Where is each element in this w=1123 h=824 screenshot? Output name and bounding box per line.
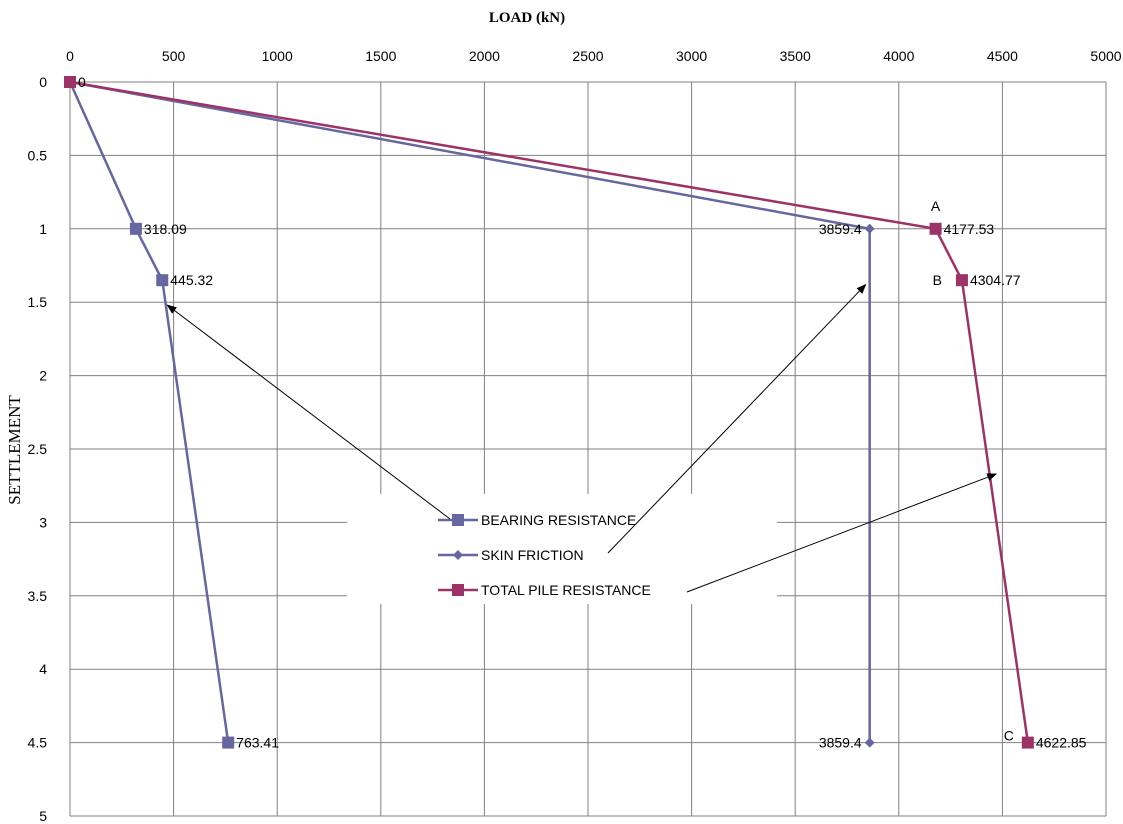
data-label: 4304.77 bbox=[970, 272, 1021, 288]
x-tick-label: 1500 bbox=[365, 48, 396, 64]
series-line bbox=[69, 80, 871, 743]
y-axis-title: SETTLEMENT bbox=[5, 395, 24, 505]
legend-marker-total-pile-resistance bbox=[452, 584, 464, 596]
x-tick-labels: 0 500 1000 1500 2000 2500 3000 3500 4000 4500 5000 bbox=[66, 48, 1122, 64]
data-label: 0 bbox=[78, 74, 86, 90]
data-label: 3859.4 bbox=[819, 735, 862, 751]
annotation-label: B bbox=[933, 272, 942, 288]
data-point bbox=[64, 76, 76, 88]
data-label: 3859.4 bbox=[819, 221, 862, 237]
series-markers bbox=[64, 76, 1034, 749]
legend-box bbox=[347, 494, 777, 604]
legend-pointer-arrows bbox=[166, 283, 998, 593]
legend-label-bearing-resistance: BEARING RESISTANCE bbox=[481, 512, 636, 528]
data-label: 445.32 bbox=[170, 272, 213, 288]
data-point bbox=[129, 222, 142, 235]
y-tick-label: 0 bbox=[39, 74, 47, 90]
annotation-label: C bbox=[1004, 728, 1014, 744]
data-point bbox=[222, 736, 235, 749]
legend: BEARING RESISTANCE SKIN FRICTION TOTAL P… bbox=[438, 512, 651, 598]
data-point bbox=[156, 274, 169, 287]
series-lines bbox=[68, 80, 1030, 743]
x-tick-label: 4000 bbox=[883, 48, 914, 64]
y-tick-label: 3.5 bbox=[28, 588, 48, 604]
x-tick-label: 5000 bbox=[1090, 48, 1121, 64]
y-tick-label: 4 bbox=[39, 661, 47, 677]
x-tick-label: 0 bbox=[66, 48, 74, 64]
data-label: 4177.53 bbox=[944, 221, 995, 237]
data-labels: 0 318.09 445.32 763.41 3859.4 3859.4 4177.53 43… bbox=[78, 74, 1087, 751]
data-point bbox=[864, 737, 875, 748]
y-tick-labels: 0 0.5 1 1.5 2 2.5 3 3.5 4 4.5 5 bbox=[28, 74, 48, 824]
data-point bbox=[929, 222, 942, 235]
pointer-arrow bbox=[607, 283, 867, 554]
x-tick-label: 4500 bbox=[987, 48, 1018, 64]
annotation-label: A bbox=[931, 198, 941, 214]
y-tick-label: 3 bbox=[39, 514, 47, 530]
series-line bbox=[68, 81, 230, 743]
legend-marker-bearing-resistance bbox=[452, 514, 464, 526]
y-tick-label: 2 bbox=[39, 368, 47, 384]
data-label: 763.41 bbox=[236, 735, 279, 751]
x-tick-label: 1000 bbox=[262, 48, 293, 64]
data-point bbox=[864, 223, 875, 234]
x-tick-label: 3500 bbox=[780, 48, 811, 64]
legend-label-total-pile-resistance: TOTAL PILE RESISTANCE bbox=[481, 582, 651, 598]
x-tick-label: 3000 bbox=[676, 48, 707, 64]
y-tick-label: 0.5 bbox=[28, 147, 48, 163]
x-tick-label: 500 bbox=[162, 48, 186, 64]
x-tick-label: 2500 bbox=[572, 48, 603, 64]
legend-marker-skin-friction bbox=[453, 550, 463, 560]
data-point bbox=[955, 274, 968, 287]
y-tick-label: 1 bbox=[39, 221, 47, 237]
grid bbox=[69, 81, 1107, 817]
x-tick-label: 2000 bbox=[469, 48, 500, 64]
data-point bbox=[1021, 736, 1034, 749]
legend-label-skin-friction: SKIN FRICTION bbox=[481, 547, 584, 563]
y-tick-label: 5 bbox=[39, 808, 47, 824]
x-axis-title: LOAD (kN) bbox=[489, 10, 565, 26]
y-tick-label: 2.5 bbox=[28, 441, 48, 457]
annotations: A B C bbox=[931, 198, 1014, 744]
data-label: 4622.85 bbox=[1036, 735, 1087, 751]
y-tick-label: 4.5 bbox=[28, 735, 48, 751]
y-tick-label: 1.5 bbox=[28, 294, 48, 310]
pointer-arrow bbox=[166, 304, 451, 520]
series-line bbox=[69, 80, 1030, 743]
pointer-arrow bbox=[686, 473, 998, 593]
data-label: 318.09 bbox=[144, 221, 187, 237]
